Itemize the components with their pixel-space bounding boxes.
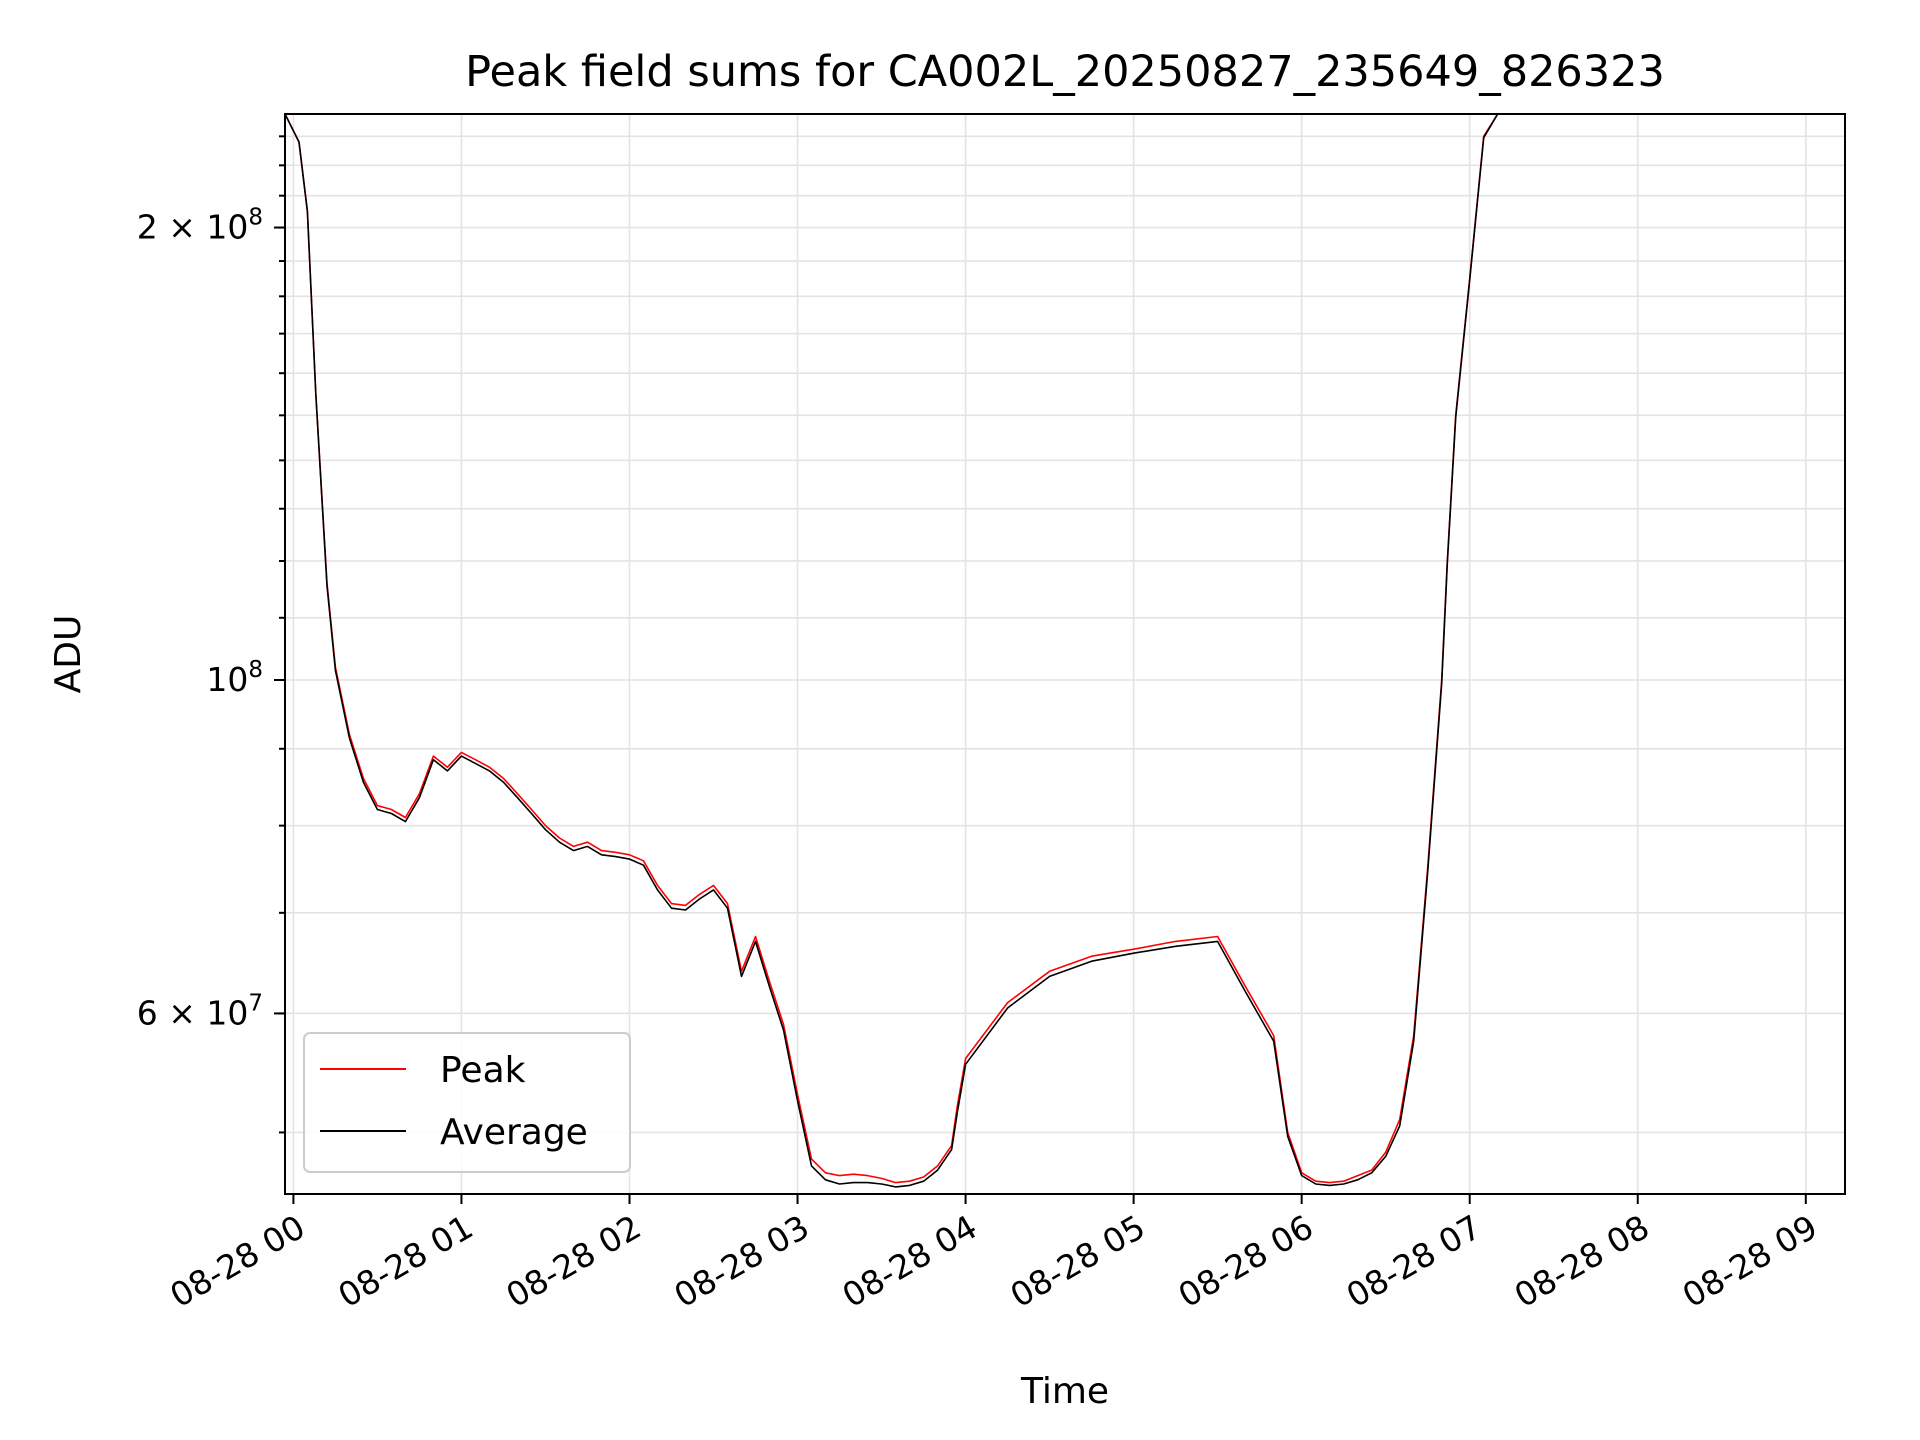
legend-peak-label: Peak bbox=[440, 1050, 526, 1091]
y-axis: 2 × 108 108 6 × 107 bbox=[137, 135, 285, 1134]
legend: Peak Average bbox=[303, 1032, 631, 1173]
plot-frame bbox=[284, 113, 1846, 1195]
legend-box bbox=[303, 1032, 631, 1173]
y-axis-label: ADU bbox=[48, 615, 89, 694]
series-line-average bbox=[285, 114, 1512, 1188]
x-tick-label: 08-28 08 bbox=[1508, 1207, 1656, 1315]
x-tick-label: 08-28 07 bbox=[1340, 1207, 1488, 1315]
x-tick-label: 08-28 01 bbox=[331, 1207, 479, 1315]
y-tick-label: 108 bbox=[206, 657, 263, 699]
y-tick-label: 6 × 107 bbox=[137, 990, 263, 1032]
x-tick-label: 08-28 05 bbox=[1004, 1207, 1152, 1315]
series-layer bbox=[285, 114, 1512, 1188]
grid bbox=[285, 114, 1845, 1194]
chart-title: Peak field sums for CA002L_20250827_2356… bbox=[465, 47, 1665, 97]
x-tick-label: 08-28 04 bbox=[836, 1207, 984, 1315]
legend-average-label: Average bbox=[440, 1112, 588, 1153]
x-tick-label: 08-28 06 bbox=[1172, 1207, 1320, 1315]
x-axis-label: Time bbox=[1020, 1371, 1109, 1412]
y-tick-label: 2 × 108 bbox=[137, 205, 263, 247]
x-axis: 08-28 00 08-28 01 08-28 02 08-28 03 08-28 04… bbox=[163, 1194, 1824, 1315]
x-tick-label: 08-28 03 bbox=[668, 1207, 816, 1315]
x-tick-label: 08-28 00 bbox=[163, 1207, 311, 1315]
series-line-peak bbox=[285, 114, 1512, 1184]
x-tick-label: 08-28 02 bbox=[499, 1207, 647, 1315]
x-tick-label: 08-28 09 bbox=[1676, 1207, 1824, 1315]
